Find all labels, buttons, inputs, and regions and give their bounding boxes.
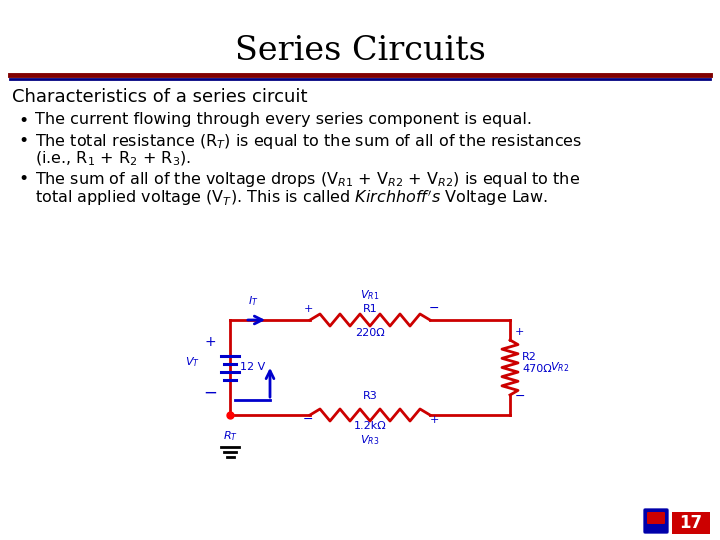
Text: (i.e., R$_1$ + R$_2$ + R$_3$).: (i.e., R$_1$ + R$_2$ + R$_3$).: [35, 150, 192, 168]
Text: +: +: [303, 304, 312, 314]
Text: The total resistance (R$_T$) is equal to the sum of all of the resistances: The total resistance (R$_T$) is equal to…: [35, 132, 582, 151]
Text: •: •: [18, 170, 28, 188]
Text: $V_{R1}$: $V_{R1}$: [361, 288, 379, 302]
FancyBboxPatch shape: [672, 512, 710, 534]
Text: •: •: [18, 112, 28, 130]
FancyBboxPatch shape: [647, 512, 665, 524]
Text: 470Ω: 470Ω: [522, 364, 552, 375]
Text: −: −: [302, 413, 313, 426]
Text: The current flowing through every series component is equal.: The current flowing through every series…: [35, 112, 532, 127]
Text: 12 V: 12 V: [240, 362, 265, 373]
Text: $R_T$: $R_T$: [222, 429, 238, 443]
Text: R2: R2: [522, 352, 537, 361]
Text: $V_{R3}$: $V_{R3}$: [361, 433, 379, 447]
Text: +: +: [204, 335, 216, 349]
Text: R3: R3: [363, 391, 377, 401]
Text: +: +: [429, 415, 438, 425]
Text: $I_T$: $I_T$: [248, 294, 258, 308]
FancyBboxPatch shape: [643, 508, 669, 534]
Text: 1.2kΩ: 1.2kΩ: [354, 421, 387, 431]
Text: Characteristics of a series circuit: Characteristics of a series circuit: [12, 88, 307, 106]
Text: total applied voltage (V$_T$). This is called $\mathit{Kirchhoff's}$ Voltage Law: total applied voltage (V$_T$). This is c…: [35, 188, 548, 208]
Text: •: •: [18, 132, 28, 150]
Text: $V_{R2}$: $V_{R2}$: [550, 361, 570, 374]
Text: −: −: [428, 302, 439, 315]
Text: $V_T$: $V_T$: [184, 356, 199, 369]
Text: Series Circuits: Series Circuits: [235, 35, 485, 67]
Text: R1: R1: [363, 304, 377, 314]
Text: −: −: [515, 390, 526, 403]
Text: −: −: [203, 383, 217, 402]
Text: 17: 17: [680, 514, 703, 532]
Text: +: +: [515, 327, 524, 337]
Text: The sum of all of the voltage drops (V$_{R1}$ + V$_{R2}$ + V$_{R2}$) is equal to: The sum of all of the voltage drops (V$_…: [35, 170, 580, 189]
Text: 220Ω: 220Ω: [355, 328, 385, 338]
